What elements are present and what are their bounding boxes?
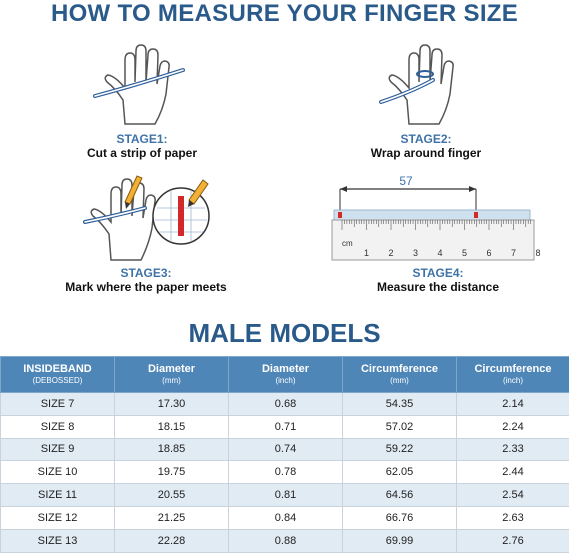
ruler-tick-label: 8 bbox=[535, 248, 540, 258]
table-cell: 0.84 bbox=[228, 505, 343, 530]
table-row: SIZE 13 22.28 0.88 69.99 2.76 bbox=[0, 528, 569, 553]
table-header-row: INSIDEBAND (DEBOSSED) Diameter (mm) Diamet… bbox=[0, 356, 569, 393]
ruler-tick-label: 7 bbox=[511, 248, 516, 258]
stage-4: 57 1 2 3 4 5 6 7 8 cm STAGE4: Measure the dista… bbox=[328, 172, 548, 295]
table-cell: 57.02 bbox=[342, 414, 457, 439]
stage-description: Measure the distance bbox=[376, 280, 500, 294]
stage-description: Mark where the paper meets bbox=[65, 280, 227, 294]
table-cell: 69.99 bbox=[342, 528, 457, 553]
stage-3: STAGE3: Mark where the paper meets bbox=[46, 172, 246, 295]
table-cell: 0.81 bbox=[228, 483, 343, 507]
measurement-value: 57 bbox=[399, 174, 413, 188]
ruler-tick-label: 6 bbox=[486, 248, 491, 258]
column-header: Circumference (mm) bbox=[342, 356, 457, 393]
hand-paper-strip-icon bbox=[93, 44, 185, 125]
stage-description: Cut a strip of paper bbox=[86, 146, 197, 160]
table-row: SIZE 7 17.30 0.68 54.35 2.14 bbox=[0, 392, 569, 416]
column-header: Diameter (mm) bbox=[114, 356, 229, 393]
table-cell: 19.75 bbox=[114, 460, 229, 485]
table-cell: 2.33 bbox=[456, 437, 569, 462]
table-cell: SIZE 11 bbox=[0, 483, 115, 507]
table-cell: 62.05 bbox=[342, 460, 457, 485]
table-cell: 0.71 bbox=[228, 414, 343, 439]
table-cell: SIZE 8 bbox=[0, 414, 115, 439]
stage-label: STAGE1: bbox=[116, 132, 168, 146]
ruler-tick-label: 3 bbox=[413, 248, 418, 258]
table-cell: SIZE 9 bbox=[0, 437, 115, 462]
ruler-tick-label: 5 bbox=[462, 248, 467, 258]
table-cell: 59.22 bbox=[342, 437, 457, 462]
column-header: Diameter (inch) bbox=[228, 356, 343, 393]
column-header: INSIDEBAND (DEBOSSED) bbox=[0, 356, 115, 393]
table-cell: 17.30 bbox=[114, 392, 229, 416]
table-cell: SIZE 13 bbox=[0, 528, 115, 553]
ruler-unit: cm bbox=[342, 239, 353, 248]
ruler-measure-icon: 57 1 2 3 4 5 6 7 8 cm bbox=[331, 174, 541, 261]
table-cell: 2.14 bbox=[456, 392, 569, 416]
table-cell: 2.44 bbox=[456, 460, 569, 485]
table-cell: 0.88 bbox=[228, 528, 343, 553]
table-cell: SIZE 7 bbox=[0, 392, 115, 416]
stage-description: Wrap around finger bbox=[370, 146, 482, 160]
table-cell: 18.15 bbox=[114, 414, 229, 439]
table-cell: 18.85 bbox=[114, 437, 229, 462]
table-cell: 20.55 bbox=[114, 483, 229, 507]
pencil-icon bbox=[124, 175, 143, 209]
table-cell: 2.24 bbox=[456, 414, 569, 439]
table-cell: SIZE 12 bbox=[0, 505, 115, 530]
stage-label: STAGE3: bbox=[120, 266, 172, 280]
table-cell: 2.76 bbox=[456, 528, 569, 553]
stage-label: STAGE4: bbox=[412, 266, 464, 280]
table-row: SIZE 12 21.25 0.84 66.76 2.63 bbox=[0, 505, 569, 530]
hand-wrap-finger-icon bbox=[379, 44, 454, 125]
table-cell: 54.35 bbox=[342, 392, 457, 416]
ruler-tick-label: 1 bbox=[364, 248, 369, 258]
table-cell: 2.63 bbox=[456, 505, 569, 530]
table-cell: SIZE 10 bbox=[0, 460, 115, 485]
stage-2: STAGE2: Wrap around finger bbox=[326, 44, 526, 161]
column-header: Circumference (inch) bbox=[456, 356, 569, 393]
ruler-tick-label: 4 bbox=[437, 248, 442, 258]
table-cell: 64.56 bbox=[342, 483, 457, 507]
table-cell: 0.68 bbox=[228, 392, 343, 416]
table-row: SIZE 10 19.75 0.78 62.05 2.44 bbox=[0, 460, 569, 485]
table-cell: 22.28 bbox=[114, 528, 229, 553]
stage-1: STAGE1: Cut a strip of paper bbox=[42, 44, 242, 161]
size-chart-table: INSIDEBAND (DEBOSSED) Diameter (mm) Diamet… bbox=[0, 356, 569, 553]
table-row: SIZE 8 18.15 0.71 57.02 2.24 bbox=[0, 414, 569, 439]
stage-label: STAGE2: bbox=[400, 132, 452, 146]
ruler-tick-label: 2 bbox=[388, 248, 393, 258]
table-cell: 0.74 bbox=[228, 437, 343, 462]
table-row: SIZE 11 20.55 0.81 64.56 2.54 bbox=[0, 483, 569, 507]
table-cell: 21.25 bbox=[114, 505, 229, 530]
hand-mark-paper-icon bbox=[83, 175, 210, 261]
section-title: MALE MODELS bbox=[188, 318, 381, 348]
table-cell: 0.78 bbox=[228, 460, 343, 485]
table-row: SIZE 9 18.85 0.74 59.22 2.33 bbox=[0, 437, 569, 462]
page-title: HOW TO MEASURE YOUR FINGER SIZE bbox=[50, 0, 519, 27]
table-cell: 2.54 bbox=[456, 483, 569, 507]
table-cell: 66.76 bbox=[342, 505, 457, 530]
